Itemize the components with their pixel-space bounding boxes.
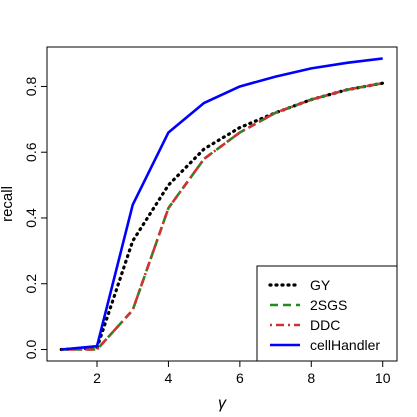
x-tick-label: 4 [165,370,173,386]
y-tick-label: 0.4 [23,208,39,228]
series-line-ddc [61,81,383,351]
y-tick-label: 0.8 [23,77,39,97]
legend-label: cellHandler [310,337,380,353]
legend: GY 2SGS DDC cellHandler [256,265,398,362]
x-tick-label: 8 [307,370,315,386]
axes: 2 4 6 8 10 0.0 0.2 0.4 0.6 0.8 [23,77,391,386]
y-tick-label: 0.0 [23,340,39,360]
y-axis-label: recall [0,186,16,222]
x-tick-label: 10 [375,370,391,386]
series-line-gy [59,81,385,352]
legend-label: GY [310,277,331,293]
series-lines [59,57,385,352]
legend-label: DDC [310,317,340,333]
x-axis-label: γ [218,395,227,412]
y-tick-label: 0.6 [23,142,39,162]
series-line-cellhandler [61,57,383,351]
x-tick-label: 6 [236,370,244,386]
legend-label: 2SGS [310,297,347,313]
y-tick-label: 0.2 [23,274,39,294]
plot-frame [46,46,398,362]
x-tick-label: 2 [93,370,101,386]
